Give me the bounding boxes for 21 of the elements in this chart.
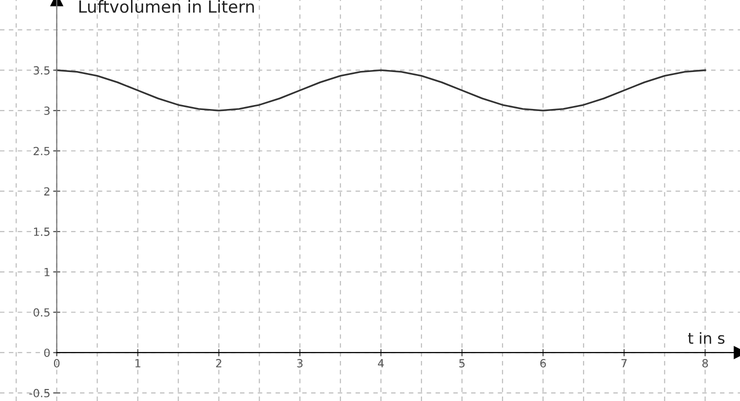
y-tick-label: -0.5 [29,388,50,398]
x-tick-label: 1 [135,359,140,368]
x-tick-label: 8 [702,359,708,368]
x-axis-title: t in s [688,332,724,344]
x-tick-label: 5 [459,359,465,368]
y-tick-label: 1 [44,268,50,276]
y-tick-label: 2 [44,187,50,196]
y-tick-label: 3 [44,106,50,115]
y-tick-label: 3.5 [34,66,50,75]
y-tick-label: 0.5 [34,308,50,317]
x-tick-label: 0 [54,359,60,368]
x-tick-label: 7 [621,359,627,368]
x-tick-label: 4 [378,359,384,368]
y-tick-label: 0 [44,348,50,357]
y-tick-label: 1.5 [34,228,50,236]
x-tick-label: 3 [297,359,303,368]
line-series [56,69,706,112]
x-tick-label: 6 [540,359,546,368]
y-axis-title: Luftvolumen in Litern [79,0,254,13]
x-tick-label: 2 [216,359,222,368]
y-tick-label: 2.5 [34,146,50,156]
